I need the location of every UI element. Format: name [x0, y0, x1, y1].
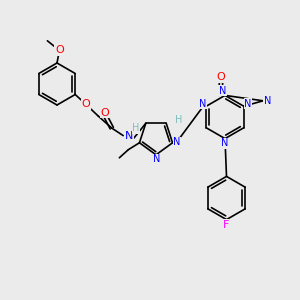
- Text: O: O: [217, 72, 226, 82]
- Text: N: N: [173, 137, 180, 147]
- Text: N: N: [219, 86, 226, 96]
- Text: H: H: [175, 115, 182, 125]
- Text: N: N: [244, 99, 252, 109]
- Text: F: F: [223, 220, 230, 230]
- Text: N: N: [153, 154, 160, 164]
- Text: N: N: [125, 131, 134, 141]
- Text: O: O: [100, 107, 109, 118]
- Text: O: O: [81, 99, 90, 109]
- Text: N: N: [264, 96, 271, 106]
- Text: O: O: [55, 45, 64, 55]
- Text: N: N: [199, 99, 206, 109]
- Text: N: N: [221, 138, 229, 148]
- Text: H: H: [132, 123, 140, 133]
